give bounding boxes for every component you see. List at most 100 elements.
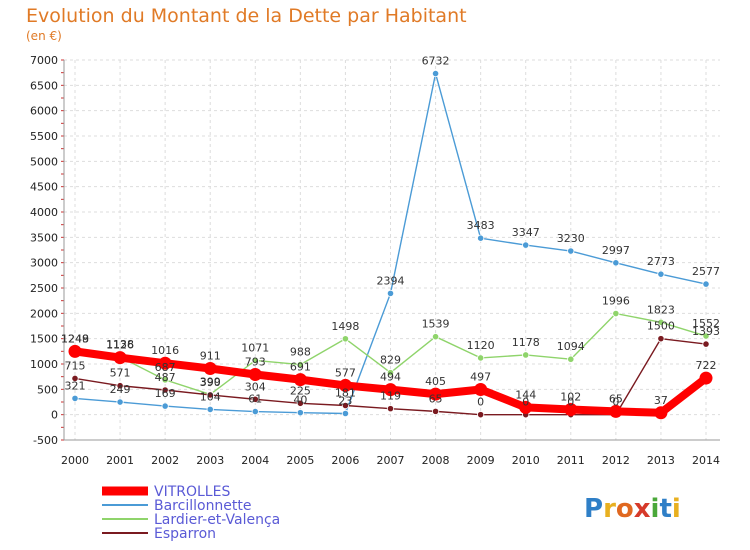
data-point-s1 xyxy=(338,378,352,392)
data-label-s2: 3230 xyxy=(557,232,585,245)
data-point-s2 xyxy=(477,234,485,242)
data-label-s3: 1248 xyxy=(61,332,89,345)
y-tick-label: 500 xyxy=(37,383,58,396)
x-tick-label: 2012 xyxy=(602,454,630,467)
data-point-s1 xyxy=(113,351,127,365)
legend-label-1: VITROLLES xyxy=(154,484,230,500)
data-point-s4 xyxy=(251,395,259,403)
data-point-s1 xyxy=(203,362,217,376)
data-label-s1: 65 xyxy=(609,392,623,405)
x-tick-label: 2004 xyxy=(241,454,269,467)
data-label-s4: 390 xyxy=(200,376,221,389)
y-tick-label: 5500 xyxy=(30,130,58,143)
y-tick-label: 5000 xyxy=(30,155,58,168)
data-point-s4 xyxy=(431,407,440,415)
data-point-s3 xyxy=(296,361,304,369)
data-point-s2 xyxy=(702,280,710,288)
data-point-s1 xyxy=(519,400,533,414)
data-label-s2: 6732 xyxy=(422,55,450,68)
data-label-s4: 1500 xyxy=(647,320,675,333)
data-point-s1 xyxy=(293,373,307,387)
x-tick-label: 2003 xyxy=(196,454,224,467)
data-label-s4: 0 xyxy=(522,396,529,409)
data-point-s3 xyxy=(657,318,665,326)
y-tick-label: 6500 xyxy=(30,79,58,92)
data-point-s3 xyxy=(477,354,485,362)
x-tick-label: 2000 xyxy=(61,454,89,467)
data-label-s2: 249 xyxy=(110,383,131,396)
data-point-s1 xyxy=(384,383,397,397)
data-point-s3 xyxy=(386,369,395,377)
data-label-s2: 40 xyxy=(293,394,307,407)
data-label-s1: 793 xyxy=(245,355,266,368)
data-point-s2 xyxy=(522,241,530,249)
plot-area xyxy=(64,60,720,440)
x-tick-label: 2014 xyxy=(692,454,720,467)
data-label-s4: 0 xyxy=(612,396,619,409)
data-label-s4: 119 xyxy=(380,390,401,403)
x-tick-label: 2007 xyxy=(377,454,405,467)
legend-label-4: Esparron xyxy=(154,526,216,542)
data-point-s2 xyxy=(71,394,79,403)
legend-label-2: Barcillonnette xyxy=(154,498,252,514)
data-label-s1: 691 xyxy=(290,361,311,374)
data-label-s4: 487 xyxy=(155,371,176,384)
data-label-s3: 829 xyxy=(380,354,401,367)
data-label-s3: 687 xyxy=(155,361,176,374)
x-tick-label: 2013 xyxy=(647,454,675,467)
data-point-s2 xyxy=(567,247,575,255)
y-tick-label: 4000 xyxy=(30,206,58,219)
data-point-s3 xyxy=(431,333,440,341)
data-point-s4 xyxy=(477,411,485,419)
x-tick-label: 2005 xyxy=(286,454,314,467)
data-label-s3: 1071 xyxy=(241,341,269,354)
data-label-s3: 399 xyxy=(200,375,221,388)
data-point-s3 xyxy=(522,351,530,359)
data-point-s1 xyxy=(68,344,82,358)
y-tick-label: 4500 xyxy=(30,181,58,194)
legend-label-3: Lardier-et-Valença xyxy=(154,512,280,528)
data-label-s2: 2394 xyxy=(377,274,405,287)
data-label-s3: 1996 xyxy=(602,295,630,308)
data-point-s2 xyxy=(296,409,304,417)
data-point-s2 xyxy=(206,405,214,413)
data-point-s2 xyxy=(657,270,665,278)
data-label-s4: 304 xyxy=(245,380,266,393)
y-tick-label: 6000 xyxy=(30,105,58,118)
data-point-s3 xyxy=(612,309,620,318)
data-label-s2: 3347 xyxy=(512,226,540,239)
y-tick-label: 3000 xyxy=(30,257,58,270)
x-tick-label: 2009 xyxy=(467,454,495,467)
data-labels: 1249 1126 1016 911 793 691 577 494 405 497 144 102 6… xyxy=(61,55,720,409)
data-label-s2: 61 xyxy=(248,393,262,406)
x-tick-label: 2011 xyxy=(557,454,585,467)
data-label-s2: 2997 xyxy=(602,244,630,257)
data-point-s1 xyxy=(609,404,623,418)
data-point-s2 xyxy=(341,409,350,418)
x-tick-label: 2006 xyxy=(331,454,359,467)
data-label-s3: 1539 xyxy=(422,318,450,331)
data-point-s4 xyxy=(341,401,350,410)
proxiti-logo: Proxiti xyxy=(584,494,681,524)
data-point-s3 xyxy=(341,335,350,343)
y-tick-label: 1500 xyxy=(30,333,58,346)
y-tick-label: 2000 xyxy=(30,307,58,320)
data-point-s2 xyxy=(612,259,620,267)
data-label-s1: 497 xyxy=(470,370,491,383)
data-label-s3: 988 xyxy=(290,346,311,359)
data-label-s1: 1249 xyxy=(61,332,89,345)
data-point-s3 xyxy=(567,355,575,363)
data-label-s3: 1498 xyxy=(331,320,359,333)
y-tick-label: 1000 xyxy=(30,358,58,371)
y-tick-label: 0 xyxy=(51,409,58,422)
data-point-s3 xyxy=(161,376,169,384)
data-point-s4 xyxy=(386,405,395,413)
data-point-s3 xyxy=(702,332,710,340)
data-label-s4: 715 xyxy=(65,359,86,372)
data-label-s3: 1138 xyxy=(106,338,134,351)
data-label-s1: 37 xyxy=(654,394,668,407)
data-point-s4 xyxy=(206,391,214,399)
data-label-s2: 321 xyxy=(65,379,86,392)
data-label-s1: 911 xyxy=(200,350,221,363)
data-label-s4: 65 xyxy=(429,392,443,405)
